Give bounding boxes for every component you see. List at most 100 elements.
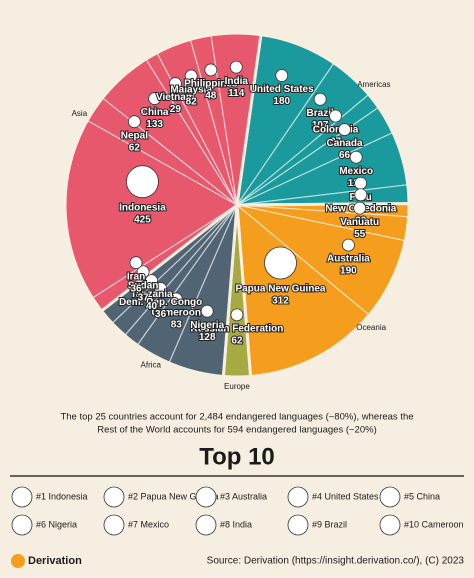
value-label: 37	[330, 137, 342, 148]
flag-icon	[103, 486, 125, 508]
value-label: 180	[273, 96, 290, 107]
country-label: Australia	[327, 254, 370, 265]
value-label: 36	[155, 309, 167, 320]
flag	[275, 69, 289, 82]
country-label: Russian Federation	[191, 323, 284, 334]
country-label: Tanzania	[130, 289, 172, 300]
value-label: 30	[355, 215, 367, 226]
value-label: 36	[130, 283, 142, 294]
top10-item: #9 Brazil	[312, 519, 347, 529]
flag	[136, 265, 150, 279]
continent-border	[235, 202, 411, 379]
top10-item: #1 Indonesia	[36, 491, 88, 501]
flag-icon	[379, 514, 401, 536]
flag-icon	[287, 486, 309, 508]
flag	[168, 77, 182, 90]
country-label: Mexico	[339, 166, 373, 177]
value-label: 425	[134, 214, 151, 225]
flag-icon	[195, 514, 217, 536]
country-label: Colombia	[313, 125, 359, 136]
value-label: 312	[272, 296, 289, 307]
flag	[154, 282, 168, 295]
country-label: Brazil	[307, 108, 334, 119]
continent-label: Americas	[357, 80, 390, 89]
top10-item: #7 Mexico	[128, 519, 169, 529]
continent-border	[63, 31, 263, 314]
value-label: 62	[231, 335, 243, 346]
country-label: Malaysia	[170, 85, 212, 96]
flag	[230, 308, 244, 322]
flag	[184, 69, 198, 83]
value-label: 133	[146, 119, 163, 130]
country-label: Nepal	[121, 130, 148, 141]
country-label: Philippines	[184, 79, 238, 90]
country-label: India	[225, 76, 249, 87]
value-label: 190	[340, 266, 357, 277]
flag	[127, 115, 141, 129]
top10-item: #6 Nigeria	[36, 519, 77, 529]
country-label: Sudan	[128, 280, 159, 291]
flag-icon	[379, 486, 401, 508]
note-line: Rest of the World accounts for 594 endan…	[97, 425, 376, 436]
country-label: Vietnam	[156, 92, 195, 103]
country-label: Nigeria	[190, 320, 224, 331]
source: Source: Derivation (https://insight.deri…	[207, 556, 465, 567]
flag	[148, 92, 162, 105]
top10-item: #10 Cameroon	[404, 519, 464, 529]
flag	[342, 238, 355, 252]
flag	[354, 188, 368, 202]
value-label: 128	[199, 332, 216, 343]
country-label: Cameroon	[152, 308, 201, 319]
value-label: 29	[170, 104, 182, 115]
flag-icon	[103, 514, 125, 536]
flag	[204, 63, 218, 77]
flag-icon	[11, 514, 33, 536]
flag	[349, 150, 363, 164]
flag	[338, 123, 351, 136]
value-label: 82	[186, 97, 198, 108]
continent-label: Oceania	[356, 323, 386, 332]
value-label: 114	[228, 88, 245, 99]
flag	[126, 165, 159, 199]
flag	[353, 201, 367, 215]
flag-icon	[11, 486, 33, 508]
top10-item: #5 China	[404, 491, 440, 501]
country-label: Dem. Rep. Congo	[119, 297, 202, 308]
value-label: 40	[146, 301, 158, 312]
flag	[229, 60, 243, 74]
flag-icon	[287, 514, 309, 536]
continent-label: Asia	[72, 109, 88, 118]
value-label: 107	[312, 120, 329, 131]
brand-logo	[11, 554, 25, 568]
top-title: Top 10	[199, 443, 275, 470]
top10-item: #4 United States	[312, 491, 379, 501]
country-label: Vanuatu	[340, 217, 379, 228]
country-label: United States	[250, 84, 314, 95]
value-label: 66	[339, 150, 351, 161]
country-label: Iran	[127, 271, 145, 282]
flag	[169, 292, 183, 306]
brand: Derivation	[28, 555, 82, 567]
flag	[264, 246, 297, 280]
continent-border	[99, 201, 239, 379]
flag	[145, 274, 158, 288]
value-label: 48	[205, 91, 217, 102]
flag	[129, 256, 143, 270]
continent-label: Africa	[141, 360, 162, 369]
country-label: Indonesia	[119, 202, 166, 213]
flag	[354, 176, 367, 190]
value-label: 37	[138, 292, 150, 303]
country-label: Papua New Guinea	[235, 284, 325, 295]
top10-item: #8 India	[220, 519, 252, 529]
value-label: 55	[354, 229, 366, 240]
flag	[329, 109, 342, 123]
top10-item: #2 Papua New Guinea	[128, 491, 219, 501]
flag	[200, 304, 214, 318]
value-label: 83	[171, 320, 183, 331]
continent-border	[235, 32, 411, 207]
flag-icon	[195, 486, 217, 508]
top10-item: #3 Australia	[220, 491, 267, 501]
country-label: China	[141, 107, 169, 118]
value-label: 62	[129, 142, 141, 153]
